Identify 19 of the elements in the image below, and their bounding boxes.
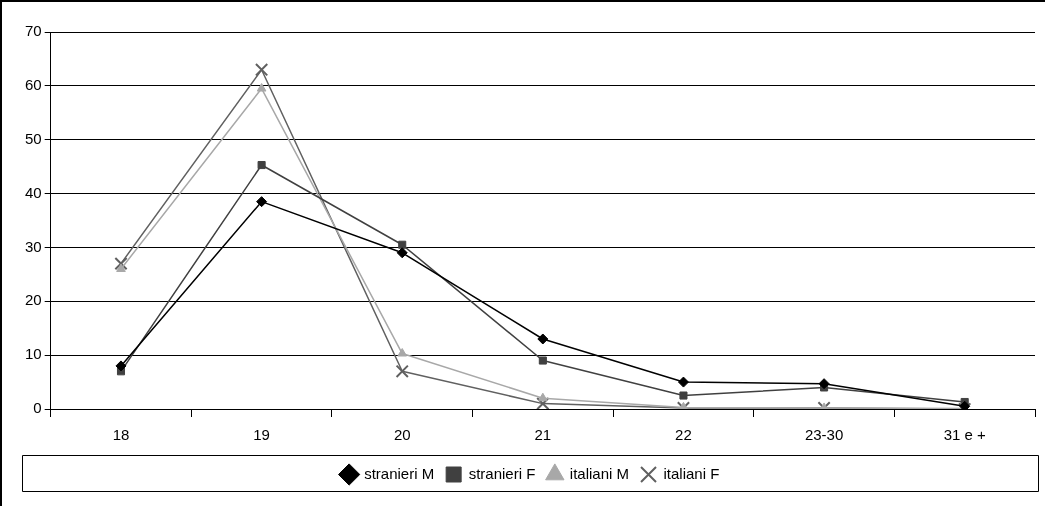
- y-tick-label: 70: [25, 22, 42, 40]
- x-tick-label: 22: [675, 426, 692, 444]
- y-tick-label: 20: [25, 291, 42, 309]
- x-tick-label: 19: [253, 426, 270, 444]
- x-tick-label: 23-30: [804, 426, 844, 444]
- legend-label: italiani M: [569, 464, 630, 482]
- y-tick-label: 60: [25, 76, 42, 93]
- x-tick-label: 21: [534, 426, 552, 444]
- y-tick-label: 50: [25, 129, 42, 147]
- y-tick-label: 30: [25, 237, 42, 255]
- legend-label: italiani F: [663, 464, 720, 482]
- y-tick-label: 40: [25, 183, 42, 201]
- legend-label: stranieri M: [364, 464, 435, 482]
- legend-label: stranieri F: [468, 464, 536, 482]
- x-tick-label: 31 e +: [943, 426, 986, 444]
- y-tick-label: 10: [25, 345, 42, 363]
- y-tick-label: 0: [33, 399, 42, 417]
- x-tick-label: 18: [112, 426, 130, 444]
- x-tick-label: 20: [393, 426, 411, 444]
